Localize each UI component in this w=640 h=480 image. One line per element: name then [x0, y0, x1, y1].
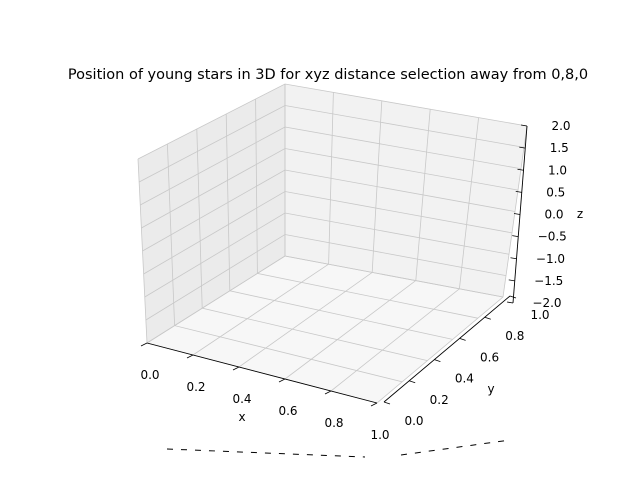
z-gridline [144, 212, 510, 298]
z-tick-label: −0.5 [538, 230, 567, 244]
x-tick-mark [324, 390, 332, 395]
z-tick-mark [517, 168, 524, 171]
y-tick-label: 0.2 [430, 393, 449, 407]
z-gridline [145, 234, 507, 321]
z-tick-mark [508, 279, 515, 282]
x-tick-mark [232, 366, 240, 371]
z-tick-label: −1.5 [534, 274, 563, 288]
z-tick-mark [519, 146, 526, 149]
z-tick-mark [506, 301, 514, 304]
z-tick-label: 0.5 [546, 185, 565, 199]
z-gridline [140, 126, 522, 206]
z-tick-label: −1.0 [536, 252, 565, 266]
z-tick-mark [510, 257, 517, 260]
x-tick-label: 0.4 [232, 392, 251, 406]
z-gridline [143, 191, 513, 275]
x-tick-label: 1.0 [370, 428, 389, 442]
y-tick-label: 0.4 [455, 372, 474, 386]
z-tick-label: 2.0 [551, 119, 570, 133]
x-tick-label: 0.0 [140, 368, 159, 382]
z-axis-label: z [577, 207, 583, 221]
z-tick-label: 1.5 [550, 141, 569, 155]
y-tick-mark [383, 401, 391, 405]
z-tick-mark [512, 235, 519, 238]
x-tick-label: 0.8 [324, 416, 343, 430]
x-tick-mark [186, 354, 194, 359]
z-tick-mark [513, 213, 521, 215]
y-tick-label: 0.8 [505, 329, 524, 343]
dashed-artifact-right [400, 439, 511, 456]
y-axis-label: y [487, 382, 494, 396]
dashed-artifact-left [166, 448, 366, 458]
z-tick-label: 0.0 [544, 208, 563, 222]
z-gridline [141, 148, 519, 229]
chart-tick-labels: 0.00.20.40.60.81.00.00.20.40.60.81.0−2.0… [140, 119, 570, 442]
z-gridline [146, 255, 504, 344]
x-tick-mark [370, 402, 378, 407]
x-tick-label: 0.2 [186, 380, 205, 394]
x-axis-line [146, 342, 378, 404]
y-tick-mark [509, 295, 517, 299]
x-tick-label: 0.6 [278, 404, 297, 418]
y-tick-mark [434, 359, 441, 362]
x-tick-mark [140, 342, 148, 347]
x-axis-label: x [238, 410, 245, 424]
z-tick-mark [520, 124, 528, 127]
z-tick-label: −2.0 [532, 296, 561, 310]
x-tick-mark [278, 378, 286, 383]
z-gridline [137, 83, 528, 160]
z-gridline [142, 169, 516, 252]
y-tick-label: 0.0 [404, 414, 423, 428]
z-gridline [138, 105, 525, 183]
left-pane [138, 84, 285, 343]
floor-pane [147, 256, 503, 403]
y-axis-line [383, 295, 511, 403]
y-tick-mark [459, 338, 466, 341]
chart-stray-dashes [166, 439, 511, 458]
y-tick-mark [484, 316, 491, 320]
chart-title: Position of young stars in 3D for xyz di… [68, 67, 588, 83]
y-tick-mark [409, 380, 416, 384]
y-tick-label: 0.6 [480, 350, 499, 364]
y-tick-label: 1.0 [530, 308, 549, 322]
z-tick-label: 1.0 [548, 163, 567, 177]
z-tick-mark [515, 190, 522, 193]
